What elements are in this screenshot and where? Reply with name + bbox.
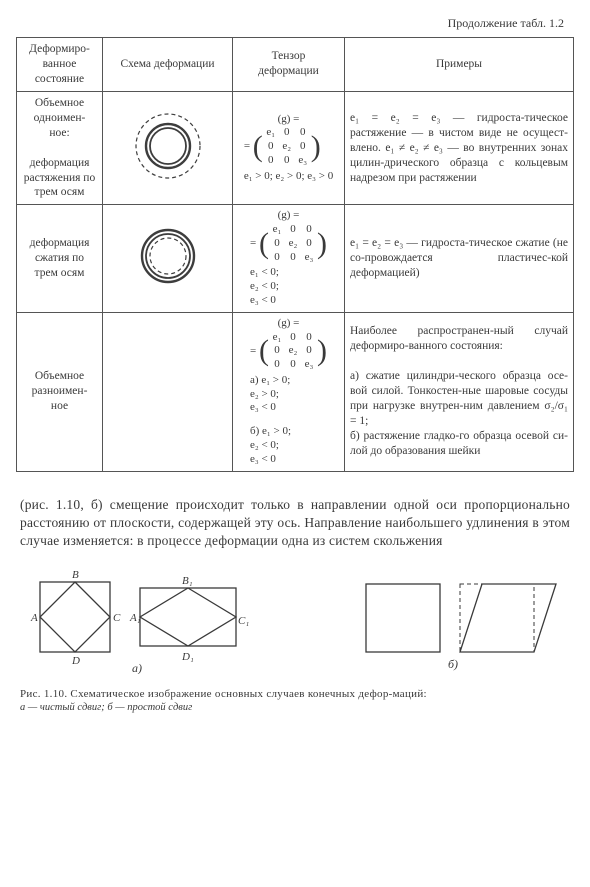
cell-state: деформация сжатия по трем осям: [17, 205, 103, 312]
cell-scheme: [103, 205, 233, 312]
fig-letter: B: [72, 569, 79, 581]
tensor-head: (g) =: [250, 317, 327, 331]
figure-b: б): [348, 564, 568, 678]
cond-b-label: б): [250, 425, 259, 437]
cell-state: Объемное одноимен-ное: деформация растяж…: [17, 91, 103, 205]
cond-a-label: а): [250, 374, 259, 386]
figure-caption-sub: а — чистый сдвиг; б — простой сдвиг: [20, 702, 570, 713]
fig-letter: A₁: [129, 612, 141, 624]
figure-label-a: а): [132, 661, 142, 674]
fig-letter: A: [30, 612, 38, 624]
cell-scheme: [103, 312, 233, 471]
table-row: Объемное одноимен-ное: деформация растяж…: [17, 91, 574, 205]
figure-label-b: б): [448, 657, 458, 671]
tensor-conditions: e₁ < 0;e₂ < 0;e₃ < 0: [250, 266, 327, 307]
th-examples: Примеры: [345, 38, 574, 92]
scheme-compression-icon: [113, 217, 223, 295]
fig-letter: D₁: [181, 651, 194, 663]
table-row: деформация сжатия по трем осям (g) = = (…: [17, 205, 574, 312]
cell-scheme: [103, 91, 233, 205]
th-state: Деформиро-ванноесостояние: [17, 38, 103, 92]
figure-row: B A C D B₁ A₁ C₁ D₁ а) б): [16, 560, 574, 678]
th-tensor: Тензордеформации: [233, 38, 345, 92]
scheme-tension-icon: [113, 106, 223, 186]
tensor-matrix: ( e₁00 0e₂0 00e₃ ): [259, 223, 327, 264]
cell-tensor: (g) = = ( e₁00 0e₂0 00e₃ ) а) e₁ > 0;e₂ …: [233, 312, 345, 471]
body-paragraph: (рис. 1.10, б) смещение происходит тольк…: [20, 496, 570, 551]
th-scheme: Схема деформации: [103, 38, 233, 92]
tensor-matrix: ( e₁00 0e₂0 00e₃ ): [253, 126, 321, 167]
figure-a-icon: B A C D B₁ A₁ C₁ D₁ а): [22, 564, 262, 674]
deformation-table: Деформиро-ванноесостояние Схема деформац…: [16, 37, 574, 472]
figure-a: B A C D B₁ A₁ C₁ D₁ а): [22, 564, 262, 678]
cell-examples: Наиболее распространен-ный случай деформ…: [345, 312, 574, 471]
fig-letter: B₁: [182, 575, 193, 587]
figure-b-icon: б): [348, 564, 568, 674]
fig-letter: D: [71, 655, 80, 667]
table-continuation-label: Продолжение табл. 1.2: [16, 16, 564, 31]
table-row: Объемное разноимен-ное (g) = = ( e₁00 0e…: [17, 312, 574, 471]
tensor-conditions: e₁ > 0; e₂ > 0; e₃ > 0: [244, 170, 333, 184]
cell-tensor: (g) = = ( e₁00 0e₂0 00e₃ ) e₁ > 0; e₂ > …: [233, 91, 345, 205]
tensor-head: (g) =: [244, 113, 333, 127]
fig-letter: C₁: [238, 615, 249, 627]
cell-state: Объемное разноимен-ное: [17, 312, 103, 471]
cell-examples: e₁ = e₂ = e₃ — гидроста-тическое растяже…: [345, 91, 574, 205]
cell-tensor: (g) = = ( e₁00 0e₂0 00e₃ ) e₁ < 0;e₂ < 0…: [233, 205, 345, 312]
figure-caption: Рис. 1.10. Схематическое изображение осн…: [20, 688, 570, 700]
tensor-head: (g) =: [250, 209, 327, 223]
cell-examples: e₁ = e₂ = e₃ — гидроста-тическое сжатие …: [345, 205, 574, 312]
fig-letter: C: [113, 612, 121, 624]
tensor-matrix: ( e₁00 0e₂0 00e₃ ): [259, 331, 327, 372]
